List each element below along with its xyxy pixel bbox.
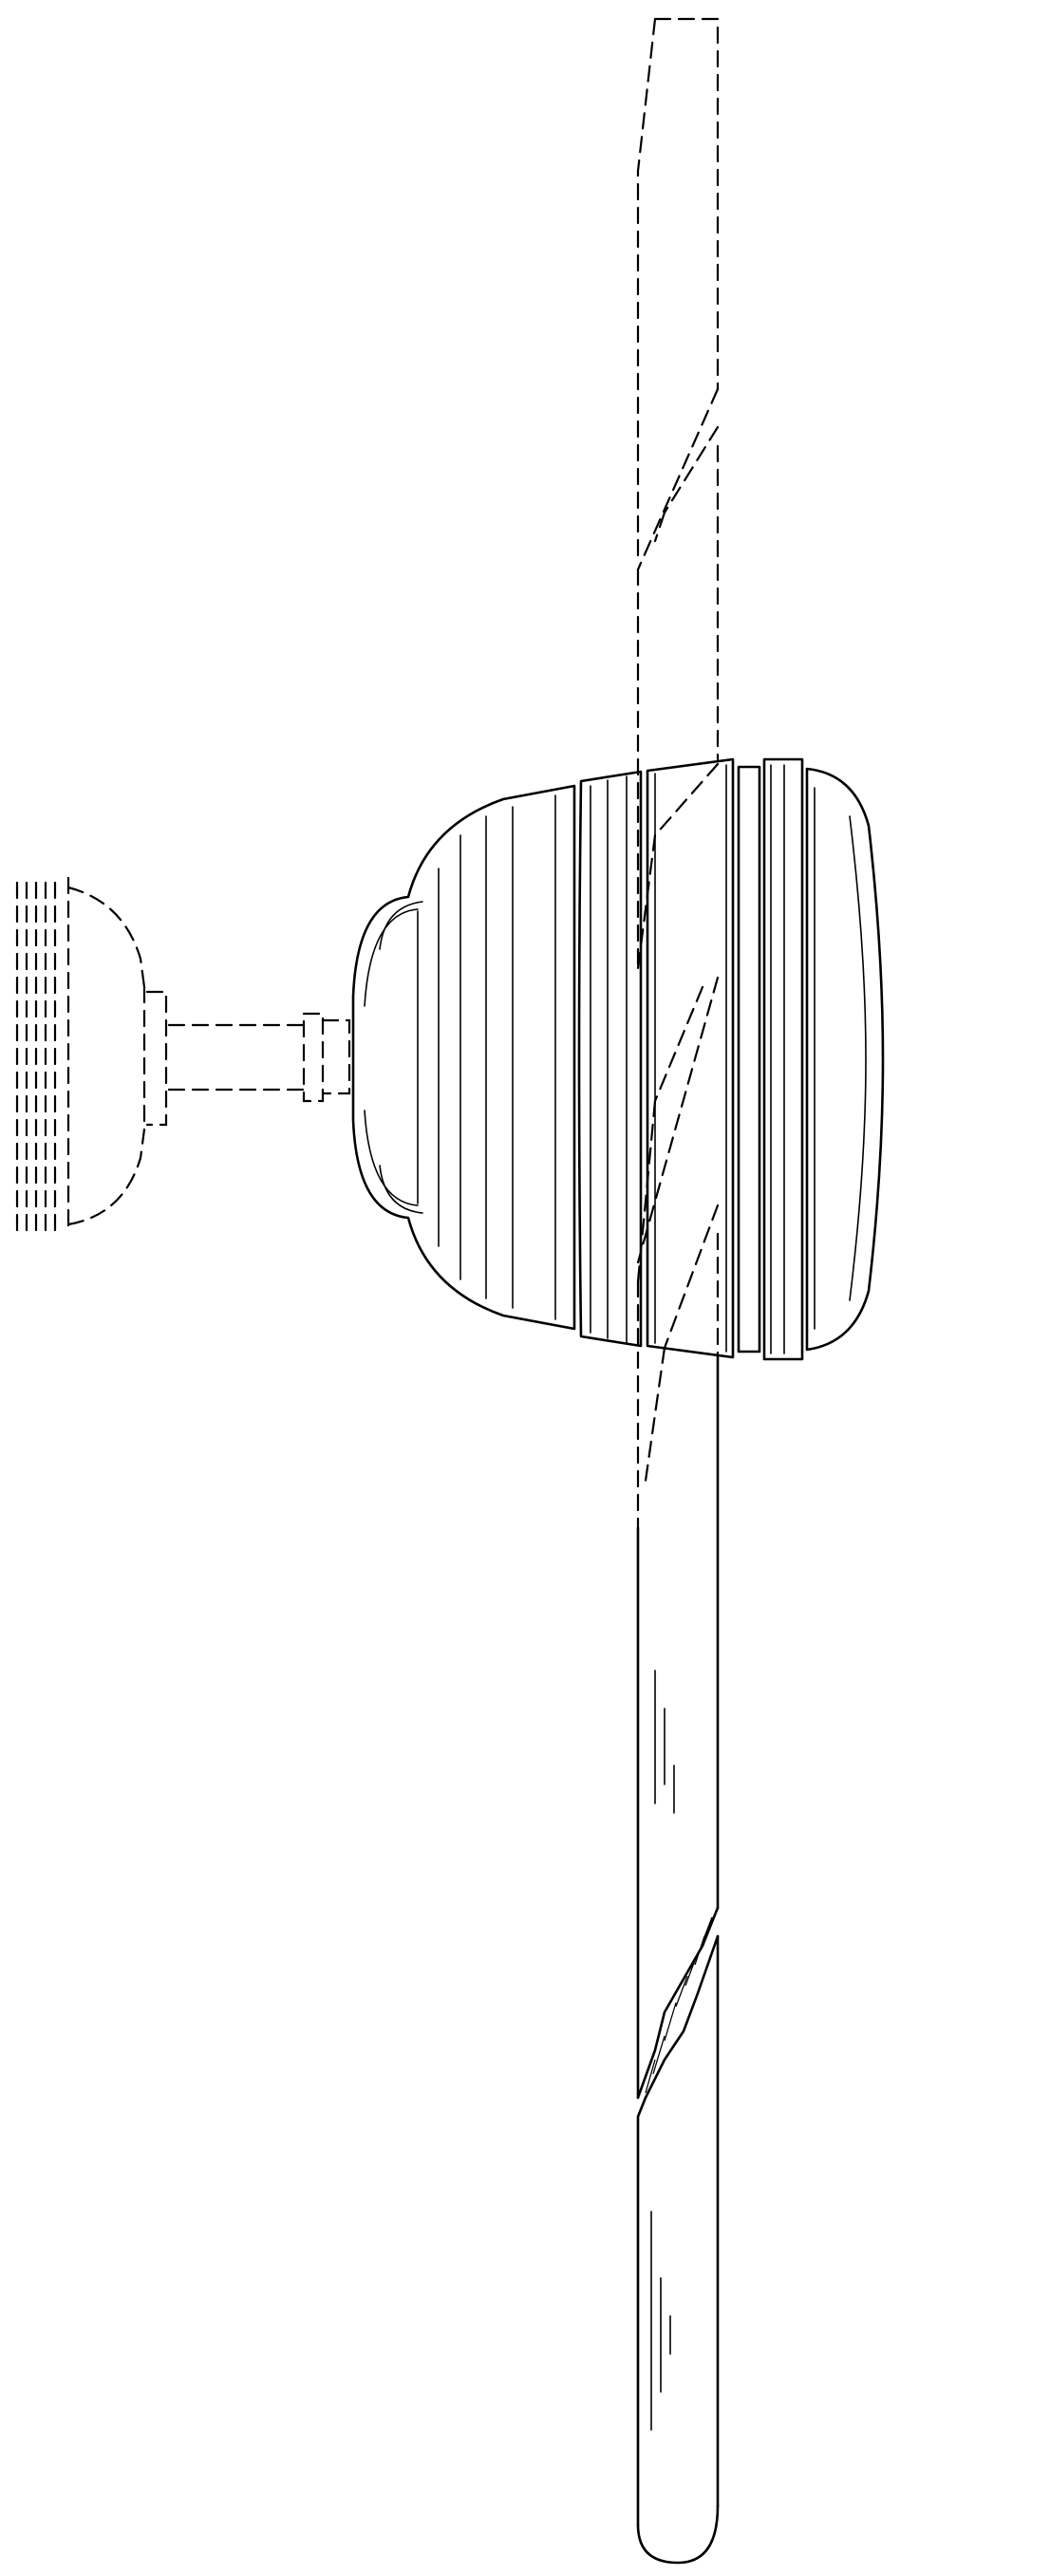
lower-blade bbox=[636, 1355, 720, 2565]
blade-break-hatch bbox=[645, 1916, 713, 2094]
lower-blade-hidden bbox=[636, 976, 720, 1530]
motor-housing bbox=[351, 757, 885, 1361]
canopy bbox=[15, 876, 168, 1236]
canopy-hatching bbox=[15, 881, 57, 1236]
upper-blade bbox=[636, 17, 720, 970]
downrod bbox=[167, 1012, 351, 1103]
